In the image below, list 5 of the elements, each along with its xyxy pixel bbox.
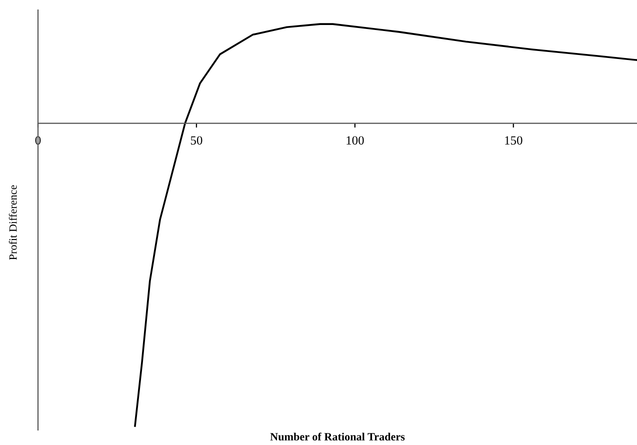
- x-tick-label: 150: [505, 136, 522, 145]
- x-tick-label: 100: [346, 136, 364, 145]
- x-tick-label: 50: [190, 136, 202, 145]
- x-axis-title: Number of Rational Traders: [270, 432, 405, 441]
- y-axis-title: Profit Difference: [8, 185, 17, 260]
